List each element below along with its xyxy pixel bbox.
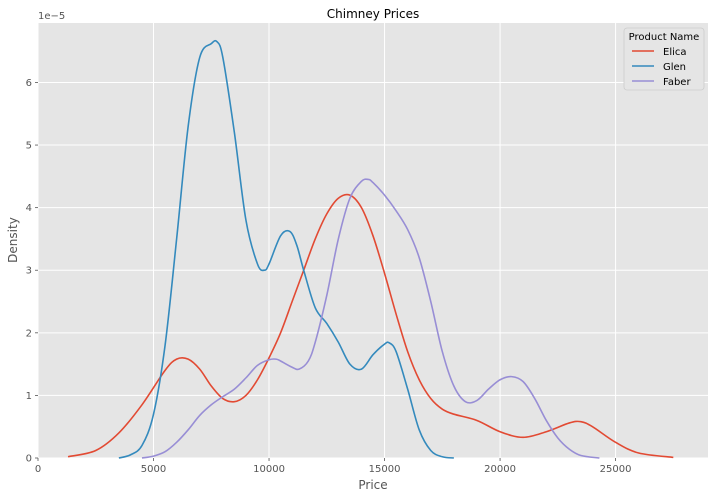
series-lines — [67, 39, 674, 459]
x-axis-label: Price — [358, 478, 387, 492]
series-line-faber — [141, 178, 600, 459]
x-tick-label: 5000 — [141, 464, 166, 475]
legend-box — [623, 27, 705, 91]
legend-title: Product Name — [629, 32, 700, 43]
x-tick-label: 25000 — [600, 464, 632, 475]
x-tick-label: 0 — [35, 464, 41, 475]
y-axis-label: Density — [6, 217, 20, 263]
y-tick-label: 2 — [26, 328, 32, 339]
x-tick-label: 10000 — [253, 464, 285, 475]
x-tick-label: 20000 — [484, 464, 516, 475]
y-tick-label: 4 — [26, 203, 32, 214]
legend-label-faber: Faber — [663, 77, 691, 88]
legend-label-elica: Elica — [663, 47, 687, 58]
x-axis-ticks: 0 5000 10000 15000 20000 25000 — [35, 458, 632, 475]
y-tick-label: 6 — [26, 78, 32, 89]
y-scale-offset-label: 1e−5 — [38, 11, 65, 22]
grid — [37, 23, 708, 459]
legend: Product Name Elica Glen Faber — [623, 27, 705, 91]
series-line-glen — [118, 39, 454, 459]
plot-area — [38, 23, 708, 458]
y-tick-label: 3 — [26, 266, 32, 277]
y-tick-label: 5 — [26, 141, 32, 152]
y-axis-ticks: 0 1 2 3 4 5 6 — [26, 78, 38, 465]
legend-label-glen: Glen — [663, 62, 686, 73]
series-line-elica — [67, 193, 674, 459]
chart-title: Chimney Prices — [327, 7, 419, 21]
y-tick-label: 0 — [26, 454, 32, 465]
y-tick-label: 1 — [26, 391, 32, 402]
x-tick-label: 15000 — [369, 464, 401, 475]
